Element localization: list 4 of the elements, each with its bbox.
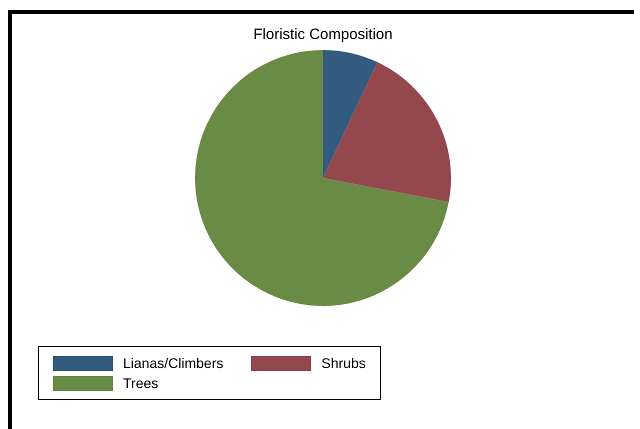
legend-label: Trees (123, 375, 158, 391)
legend-label: Lianas/Climbers (123, 355, 224, 371)
legend-label: Shrubs (321, 355, 366, 371)
chart-title: Floristic Composition (253, 26, 393, 44)
